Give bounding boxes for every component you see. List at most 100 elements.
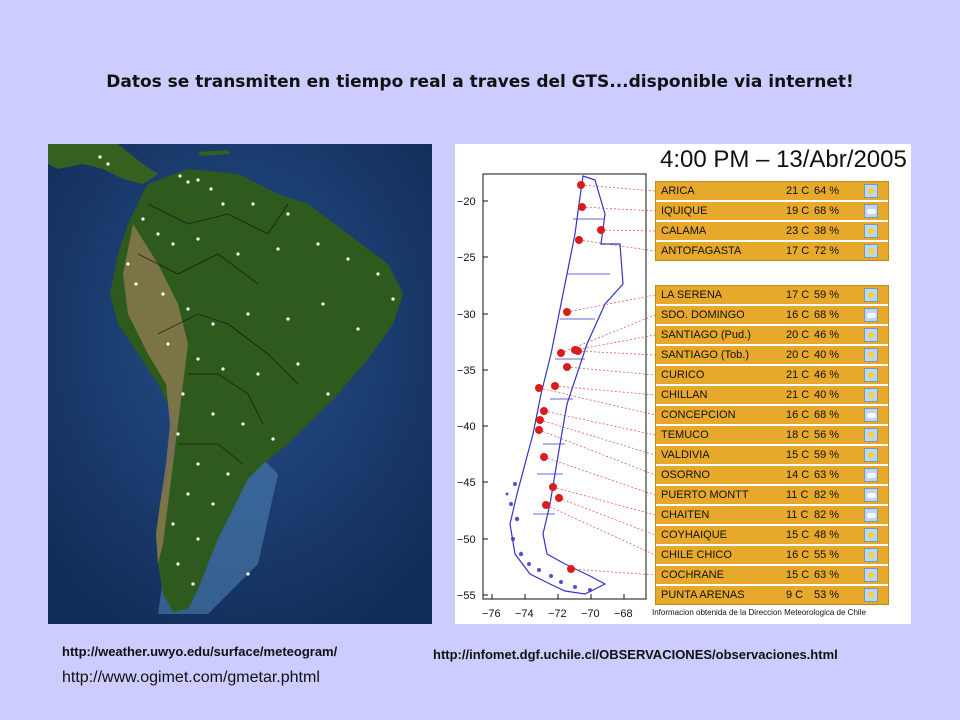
station-temp: 20 C bbox=[786, 329, 810, 341]
sunny-icon bbox=[864, 528, 878, 542]
station-row: CALAMA 23 C 38 % bbox=[656, 222, 888, 242]
station-row: CONCEPCION 16 C 68 % bbox=[656, 406, 888, 426]
station-markers bbox=[98, 155, 395, 586]
station-temp: 16 C bbox=[786, 549, 810, 561]
station-row: IQUIQUE 19 C 68 % bbox=[656, 202, 888, 222]
station-name: ANTOFAGASTA bbox=[661, 245, 742, 257]
station-name: CALAMA bbox=[661, 225, 707, 237]
station-temp: 20 C bbox=[786, 349, 810, 361]
sunny-icon bbox=[864, 288, 878, 302]
sunny-icon bbox=[864, 348, 878, 362]
sunny-icon bbox=[864, 368, 878, 382]
central-america-land bbox=[48, 144, 158, 184]
chile-outline bbox=[509, 175, 624, 595]
station-row: LA SERENA 17 C 59 % bbox=[656, 286, 888, 306]
sunny-icon bbox=[864, 548, 878, 562]
station-name: LA SERENA bbox=[661, 289, 723, 301]
station-temp: 21 C bbox=[786, 369, 810, 381]
station-humidity: 40 % bbox=[814, 389, 840, 401]
station-name: ARICA bbox=[661, 185, 695, 197]
station-humidity: 53 % bbox=[814, 589, 840, 601]
station-temp: 16 C bbox=[786, 409, 810, 421]
station-name: TEMUCO bbox=[661, 429, 709, 441]
ogimet-url-link[interactable]: http://www.ogimet.com/gmetar.phtml bbox=[62, 669, 320, 686]
station-humidity: 64 % bbox=[814, 185, 840, 197]
station-name: CONCEPCION bbox=[661, 409, 736, 421]
south-america-land bbox=[110, 169, 403, 612]
y-tick-label: −30 bbox=[457, 309, 476, 321]
sunny-icon bbox=[864, 448, 878, 462]
station-row: CHILE CHICO 16 C 55 % bbox=[656, 546, 888, 566]
station-name: COCHRANE bbox=[661, 569, 724, 581]
station-name: PUNTA ARENAS bbox=[661, 589, 745, 601]
station-name: IQUIQUE bbox=[661, 205, 708, 217]
station-humidity: 38 % bbox=[814, 225, 840, 237]
station-row: PUERTO MONTT 11 C 82 % bbox=[656, 486, 888, 506]
y-tick-label: −45 bbox=[457, 477, 476, 489]
y-tick-label: −50 bbox=[457, 534, 476, 546]
uwyo-url-link[interactable]: http://weather.uwyo.edu/surface/meteogra… bbox=[62, 644, 338, 659]
andes-range bbox=[123, 224, 188, 564]
station-name: SDO. DOMINGO bbox=[661, 309, 745, 321]
station-humidity: 68 % bbox=[814, 409, 840, 421]
station-temp: 21 C bbox=[786, 389, 810, 401]
y-tick-label: −25 bbox=[457, 252, 476, 264]
station-humidity: 46 % bbox=[814, 329, 840, 341]
station-row: OSORNO 14 C 63 % bbox=[656, 466, 888, 486]
station-name: SANTIAGO (Tob.) bbox=[661, 349, 750, 361]
station-humidity: 48 % bbox=[814, 529, 840, 541]
station-humidity: 82 % bbox=[814, 489, 840, 501]
y-tick-label: −40 bbox=[457, 421, 476, 433]
station-temp: 21 C bbox=[786, 185, 810, 197]
sunny-icon bbox=[864, 244, 878, 258]
station-name: CHILLAN bbox=[661, 389, 708, 401]
station-humidity: 82 % bbox=[814, 509, 840, 521]
chile-observations-panel: −20 −25 −30 −35 −40 −45 −50 −55 −76 −74 … bbox=[455, 144, 911, 624]
station-humidity: 72 % bbox=[814, 245, 840, 257]
station-row: VALDIVIA 15 C 59 % bbox=[656, 446, 888, 466]
station-name: SANTIAGO (Pud.) bbox=[661, 329, 751, 341]
sunny-icon bbox=[864, 388, 878, 402]
station-table-south: LA SERENA 17 C 59 % SDO. DOMINGO 16 C 68… bbox=[655, 285, 889, 605]
station-name: VALDIVIA bbox=[661, 449, 710, 461]
station-temp: 23 C bbox=[786, 225, 810, 237]
station-humidity: 40 % bbox=[814, 349, 840, 361]
station-humidity: 55 % bbox=[814, 549, 840, 561]
y-tick-label: −55 bbox=[457, 590, 476, 602]
station-row: SANTIAGO (Pud.) 20 C 46 % bbox=[656, 326, 888, 346]
station-row: ANTOFAGASTA 17 C 72 % bbox=[656, 242, 888, 260]
station-temp: 14 C bbox=[786, 469, 810, 481]
station-humidity: 63 % bbox=[814, 469, 840, 481]
station-temp: 17 C bbox=[786, 289, 810, 301]
station-row: PUNTA ARENAS 9 C 53 % bbox=[656, 586, 888, 604]
station-temp: 9 C bbox=[786, 589, 804, 601]
station-temp: 17 C bbox=[786, 245, 810, 257]
partly-cloudy-icon bbox=[864, 204, 878, 218]
chile-map-graphic: −20 −25 −30 −35 −40 −45 −50 −55 −76 −74 … bbox=[457, 173, 656, 620]
x-tick-label: −72 bbox=[548, 608, 567, 620]
sunny-icon bbox=[864, 568, 878, 582]
dgf-url-link[interactable]: http://infomet.dgf.uchile.cl/OBSERVACION… bbox=[433, 647, 838, 662]
station-row: SDO. DOMINGO 16 C 68 % bbox=[656, 306, 888, 326]
x-tick-label: −68 bbox=[614, 608, 633, 620]
page-title: Datos se transmiten en tiempo real a tra… bbox=[106, 72, 854, 92]
y-tick-label: −35 bbox=[457, 365, 476, 377]
partly-cloudy-icon bbox=[864, 308, 878, 322]
sunny-icon bbox=[864, 428, 878, 442]
y-tick-label: −20 bbox=[457, 196, 476, 208]
station-temp: 15 C bbox=[786, 569, 810, 581]
x-tick-label: −76 bbox=[482, 608, 501, 620]
station-row: CHAITEN 11 C 82 % bbox=[656, 506, 888, 526]
station-humidity: 46 % bbox=[814, 369, 840, 381]
station-name: PUERTO MONTT bbox=[661, 489, 749, 501]
source-credit: Informacion obtenida de la Direccion Met… bbox=[652, 608, 866, 617]
chile-station-markers bbox=[535, 181, 605, 573]
station-name: OSORNO bbox=[661, 469, 710, 481]
station-name: CHILE CHICO bbox=[661, 549, 732, 561]
station-humidity: 59 % bbox=[814, 449, 840, 461]
station-row: SANTIAGO (Tob.) 20 C 40 % bbox=[656, 346, 888, 366]
station-name: CURICO bbox=[661, 369, 705, 381]
station-temp: 15 C bbox=[786, 449, 810, 461]
station-temp: 18 C bbox=[786, 429, 810, 441]
station-row: TEMUCO 18 C 56 % bbox=[656, 426, 888, 446]
